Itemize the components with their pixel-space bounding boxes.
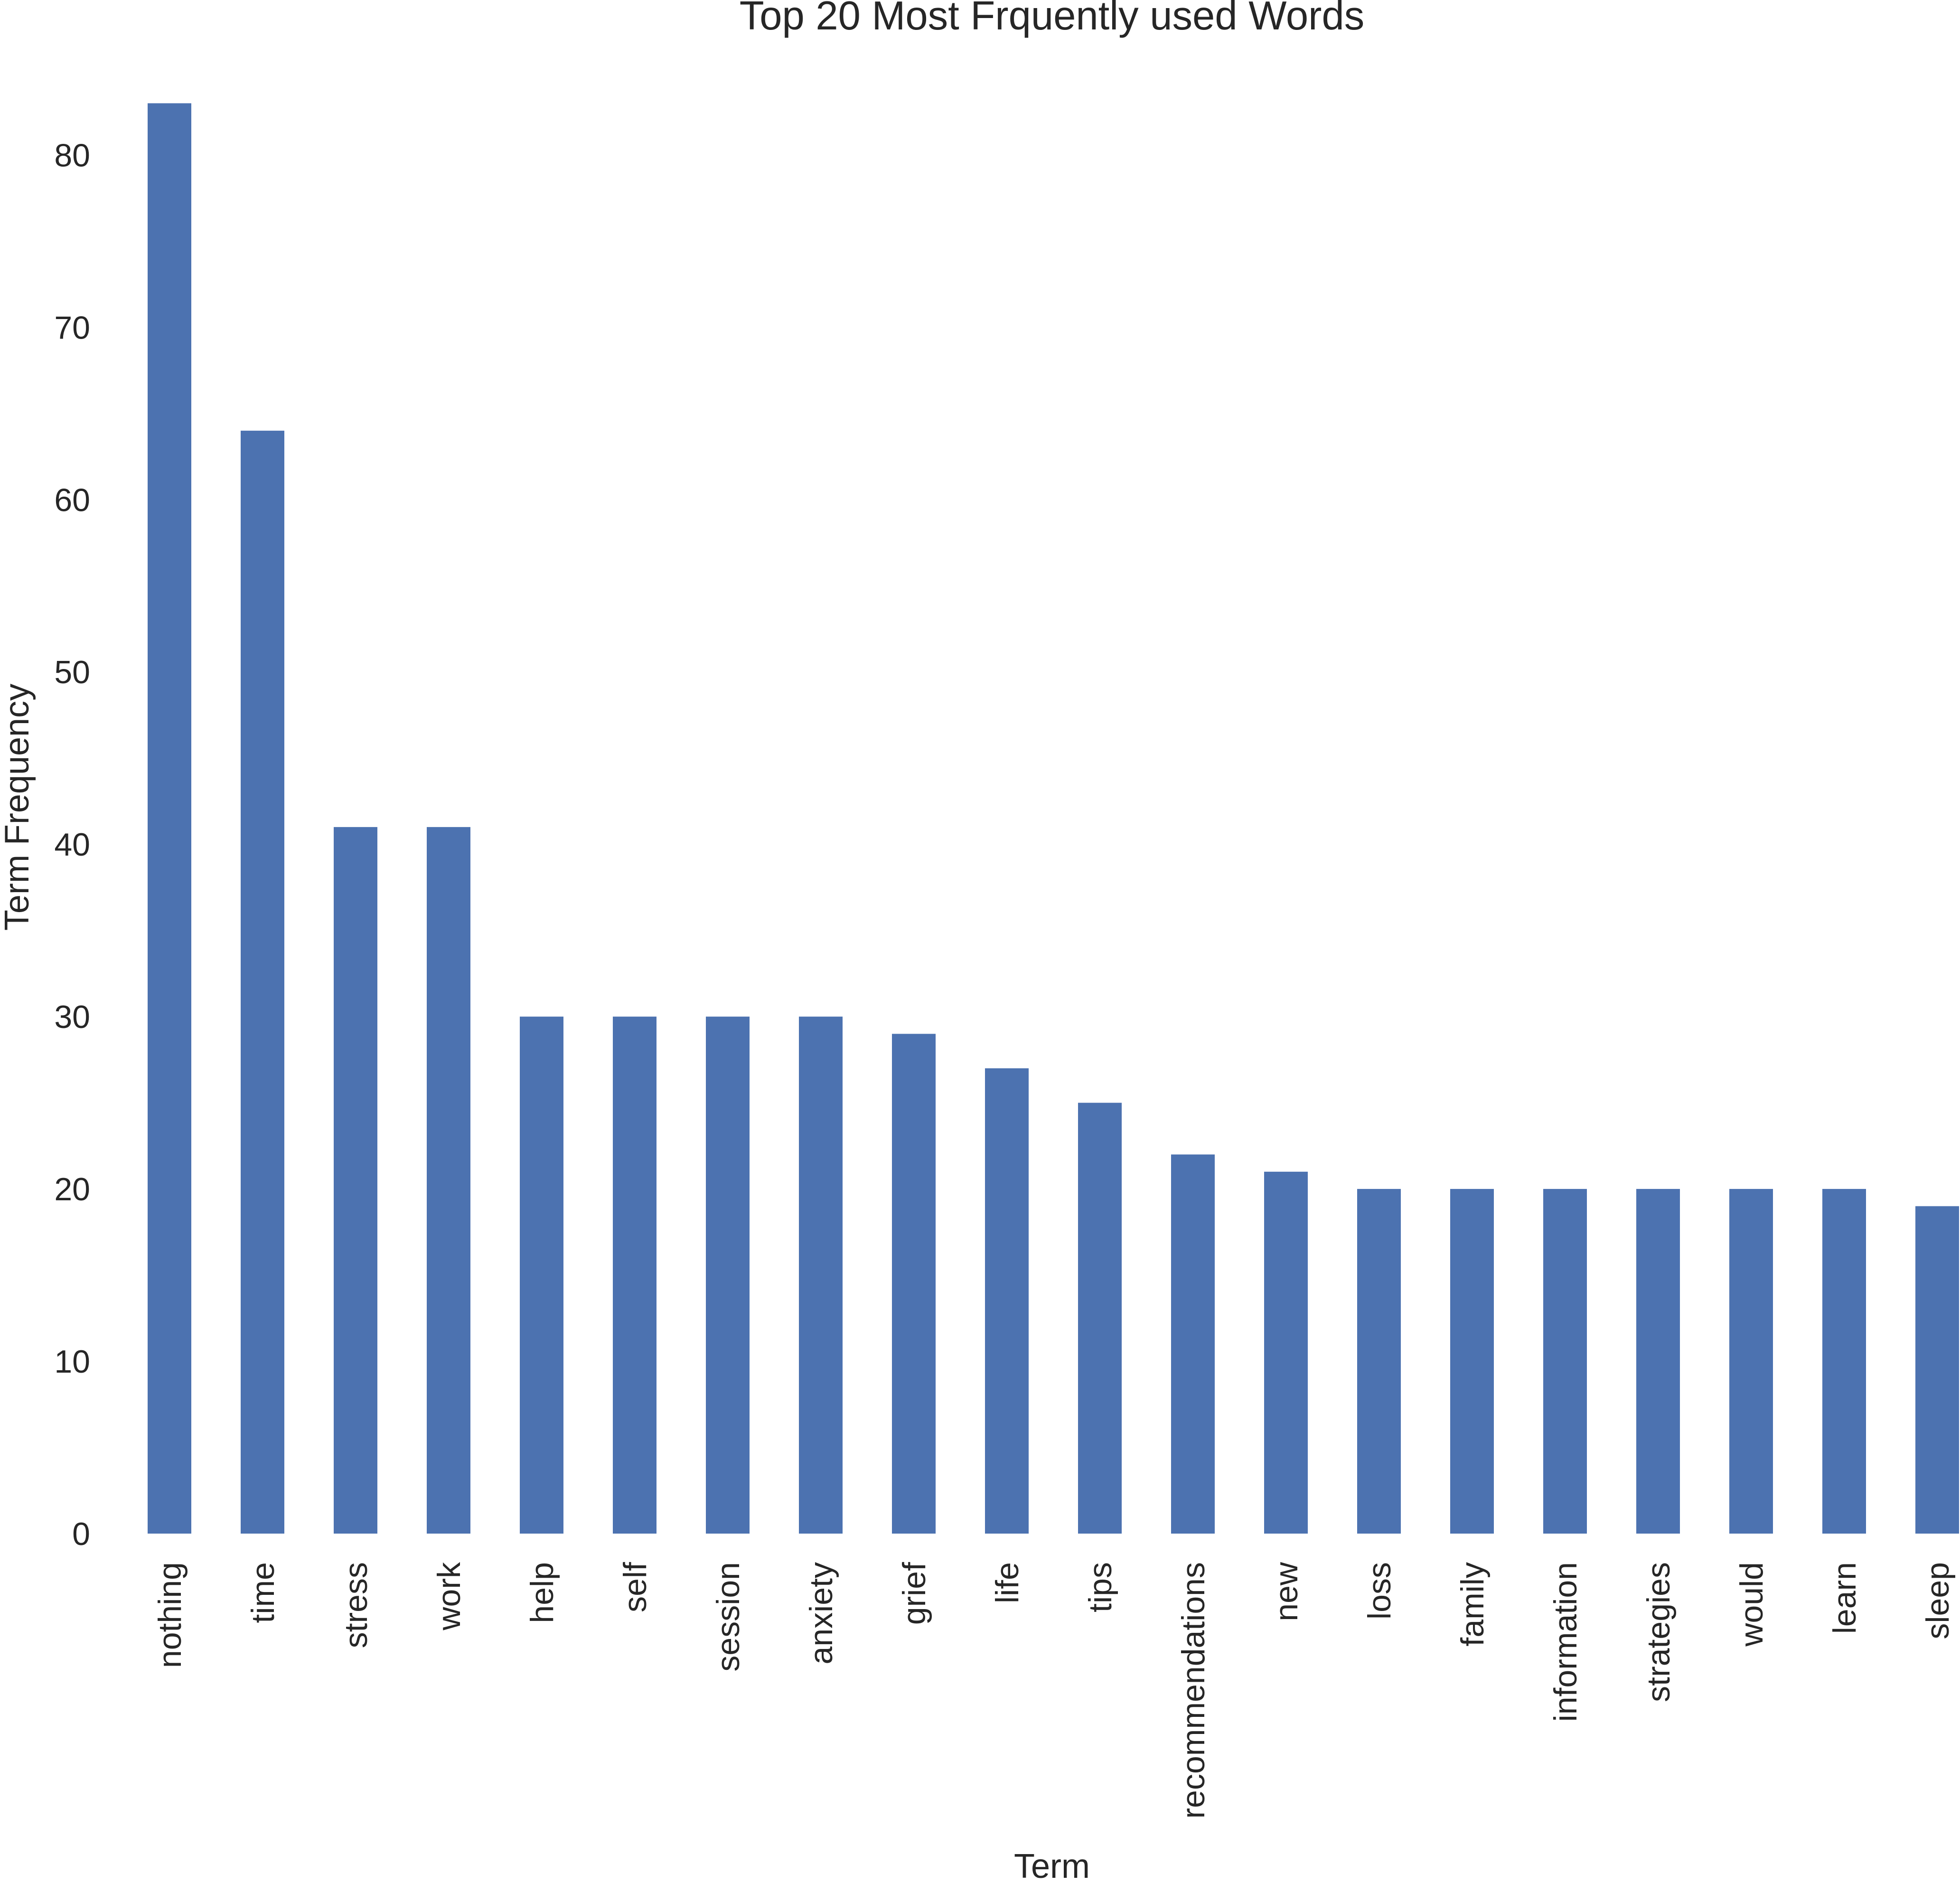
x-tick-label: would	[1734, 1562, 1770, 1647]
bar-time	[241, 431, 284, 1534]
bar-help	[520, 1017, 563, 1534]
x-tick-label: help	[524, 1562, 560, 1623]
x-tick-label: work	[431, 1562, 467, 1631]
x-tick-label: tips	[1082, 1562, 1118, 1612]
bar-information	[1543, 1189, 1587, 1534]
bar-stress	[334, 827, 377, 1534]
bars	[148, 103, 1959, 1534]
x-tick-label: sleep	[1920, 1562, 1956, 1639]
bar-nothing	[148, 103, 191, 1534]
bar-life	[985, 1068, 1029, 1534]
x-axis-label: Term	[1014, 1847, 1090, 1884]
x-tick-label: family	[1454, 1562, 1491, 1647]
bar-anxiety	[799, 1017, 843, 1534]
x-tick-label: time	[245, 1562, 281, 1623]
chart-title: Top 20 Most Frquently used Words	[740, 0, 1365, 38]
y-tick-label: 80	[54, 137, 90, 173]
y-tick-label: 50	[54, 654, 90, 690]
bar-sleep	[1915, 1206, 1959, 1534]
x-tick-label: loss	[1361, 1562, 1397, 1620]
y-axis-label: Term Frequency	[0, 684, 36, 931]
y-tick-label: 0	[72, 1516, 90, 1552]
x-tick-label: recommendations	[1175, 1562, 1211, 1818]
y-tick-label: 70	[54, 310, 90, 346]
x-tick-label: self	[617, 1562, 653, 1612]
bar-learn	[1822, 1189, 1866, 1534]
y-tick-label: 10	[54, 1344, 90, 1380]
bar-new	[1264, 1171, 1308, 1534]
x-tick-label: strategies	[1641, 1562, 1677, 1702]
bar-recommendations	[1171, 1154, 1215, 1534]
x-tick-label: nothing	[152, 1562, 188, 1668]
bar-session	[706, 1017, 750, 1534]
y-tick-label: 30	[54, 999, 90, 1035]
bar-grief	[892, 1034, 936, 1534]
bar-loss	[1357, 1189, 1401, 1534]
bar-would	[1729, 1189, 1773, 1534]
y-tick-label: 20	[54, 1171, 90, 1207]
x-tick-label: learn	[1827, 1562, 1863, 1634]
x-tick-label: grief	[896, 1562, 932, 1625]
bar-strategies	[1636, 1189, 1680, 1534]
bar-family	[1450, 1189, 1494, 1534]
x-tick-label: life	[989, 1562, 1025, 1603]
bar-work	[427, 827, 470, 1534]
x-tick-label: session	[710, 1562, 746, 1672]
y-tick-labels: 0 10 20 30 40 50 60 70 80	[54, 137, 90, 1552]
x-tick-label: information	[1547, 1562, 1584, 1722]
x-tick-label: stress	[338, 1562, 374, 1648]
bar-self	[613, 1017, 656, 1534]
bar-tips	[1078, 1102, 1122, 1534]
y-tick-label: 40	[54, 827, 90, 863]
x-tick-label: anxiety	[803, 1562, 839, 1664]
x-tick-label: new	[1268, 1562, 1304, 1621]
y-tick-label: 60	[54, 482, 90, 518]
x-tick-labels: nothing time stress work help self session anxi…	[152, 1562, 1956, 1818]
